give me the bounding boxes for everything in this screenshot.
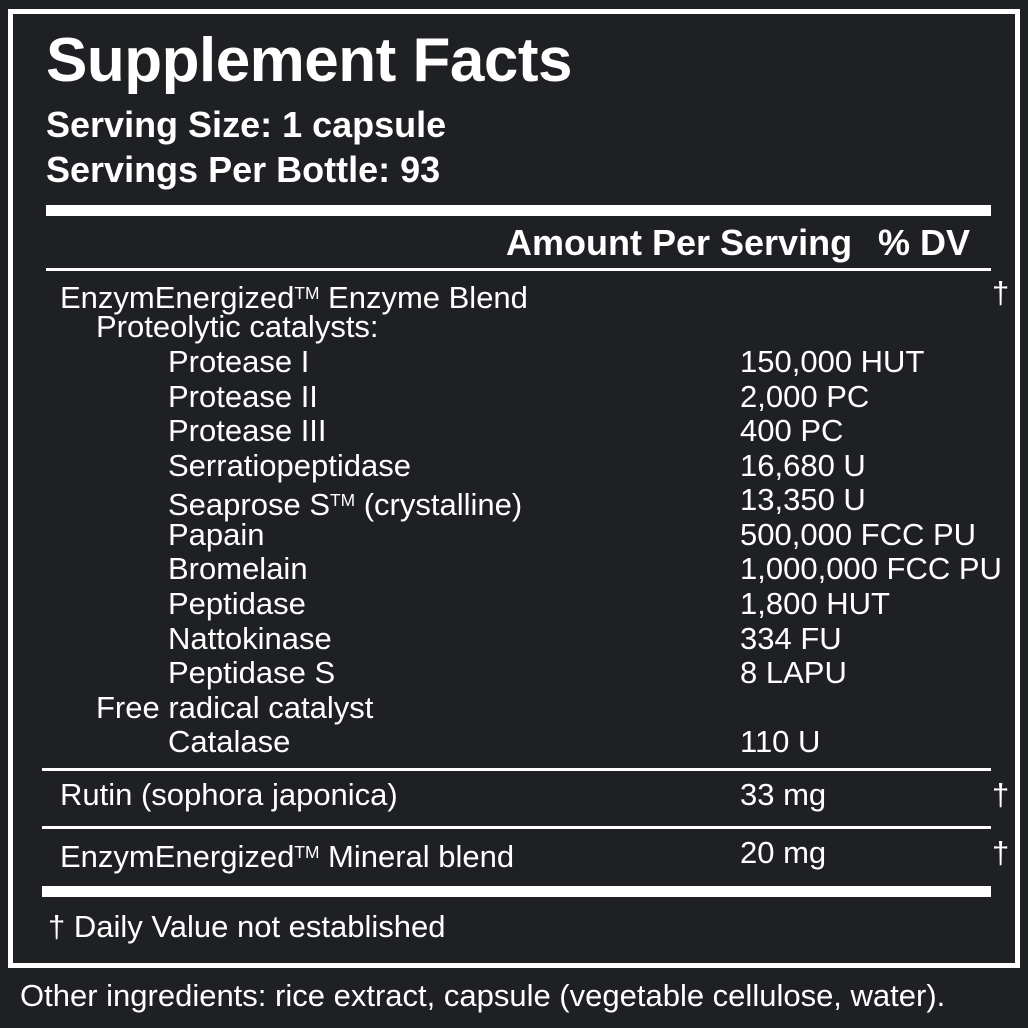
ingredient-name: EnzymEnergizedTM Enzyme Blend: [60, 279, 528, 315]
separated-ingredient-rows: Rutin (sophora japonica) 33 mg † EnzymEnerg…: [40, 768, 1009, 876]
servings-per-bottle: Servings Per Bottle: 93: [46, 149, 441, 191]
ingredient-amount: 13,350 U: [740, 482, 866, 518]
other-ingredients: Other ingredients: rice extract, capsule…: [20, 978, 946, 1013]
trademark-symbol: TM: [294, 842, 320, 863]
ingredient-row: Bromelain 1,000,000 FCC PU: [40, 551, 1002, 587]
ingredient-row: EnzymEnergizedTM Enzyme Blend †: [40, 275, 1009, 314]
column-header-row: Amount Per Serving % DV: [40, 220, 993, 268]
supplement-facts-panel: Supplement Facts Serving Size: 1 capsule…: [8, 9, 1020, 968]
ingredient-amount: 1,800 HUT: [740, 586, 890, 622]
ingredient-name: Rutin (sophora japonica): [60, 777, 398, 813]
ingredient-name: Protease I: [168, 343, 310, 379]
ingredient-row: Protease II 2,000 PC: [40, 378, 993, 415]
ingredient-row: Protease III 400 PC: [40, 413, 993, 449]
ingredient-name: Peptidase: [168, 586, 306, 622]
ingredient-row: Seaprose STM (crystalline) 13,350 U: [40, 482, 993, 522]
column-header-amount: Amount Per Serving: [506, 221, 853, 263]
ingredient-amount: 400 PC: [740, 413, 844, 449]
panel-content: Supplement Facts Serving Size: 1 capsule…: [13, 14, 1015, 963]
ingredient-row: Nattokinase 334 FU: [40, 620, 993, 657]
serving-size: Serving Size: 1 capsule: [46, 104, 447, 145]
ingredient-name: Catalase: [168, 724, 291, 760]
daily-value-footnote: † Daily Value not established: [48, 909, 446, 945]
ingredient-name: Nattokinase: [168, 620, 332, 656]
ingredient-daily-value: †: [992, 835, 1010, 871]
ingredient-amount: 500,000 FCC PU: [740, 516, 977, 552]
ingredient-row: Peptidase S 8 LAPU: [40, 656, 993, 691]
divider-thin: [42, 768, 991, 772]
ingredient-amount: 150,000 HUT: [740, 343, 925, 379]
ingredient-amount: 20 mg: [740, 835, 827, 871]
ingredient-name: Protease II: [168, 378, 318, 414]
ingredient-row: Free radical catalyst: [40, 689, 993, 726]
ingredient-row: Proteolytic catalysts:: [40, 310, 993, 345]
ingredient-row: Peptidase 1,800 HUT: [40, 586, 993, 622]
ingredient-rows: EnzymEnergizedTM Enzyme Blend † Proteolyti…: [40, 275, 1009, 760]
ingredient-row: Serratiopeptidase 16,680 U: [40, 447, 993, 484]
trademark-symbol: TM: [330, 490, 356, 511]
ingredient-amount: 33 mg: [740, 777, 827, 813]
ingredient-name: Serratiopeptidase: [168, 447, 411, 483]
ingredient-row: Protease I 150,000 HUT: [40, 343, 993, 380]
ingredient-row: EnzymEnergizedTM Mineral blend 20 mg †: [40, 829, 1009, 876]
ingredient-name: Free radical catalyst: [96, 689, 374, 725]
divider-thin: [42, 826, 991, 830]
ingredient-name: Papain: [168, 516, 265, 552]
ingredient-name: Seaprose STM (crystalline): [168, 487, 523, 523]
ingredient-name: Proteolytic catalysts:: [96, 309, 379, 345]
ingredient-amount: 110 U: [740, 724, 821, 760]
ingredient-amount: 2,000 PC: [740, 378, 870, 414]
ingredient-daily-value: †: [992, 777, 1010, 813]
ingredient-name: Protease III: [168, 413, 327, 449]
ingredient-name: Bromelain: [168, 551, 308, 587]
divider-under-column-header: [46, 267, 991, 271]
ingredient-name: EnzymEnergizedTM Mineral blend: [60, 839, 515, 875]
divider-thick-bottom: [42, 886, 991, 898]
ingredient-row: Papain 500,000 FCC PU: [40, 516, 993, 553]
ingredient-row: Rutin (sophora japonica) 33 mg †: [40, 771, 1009, 818]
ingredient-daily-value: †: [992, 274, 1010, 310]
ingredient-amount: 8 LAPU: [740, 655, 847, 691]
ingredient-amount: 334 FU: [740, 620, 842, 656]
ingredient-row: Catalase 110 U: [40, 725, 993, 760]
ingredient-name: Peptidase S: [168, 655, 336, 691]
ingredient-amount: 1,000,000 FCC PU: [740, 551, 1002, 587]
trademark-symbol: TM: [294, 282, 320, 303]
divider-thick-top: [46, 204, 991, 216]
ingredient-amount: 16,680 U: [740, 447, 866, 483]
page-title: Supplement Facts: [46, 26, 573, 95]
column-header-daily-value: % DV: [878, 221, 971, 263]
